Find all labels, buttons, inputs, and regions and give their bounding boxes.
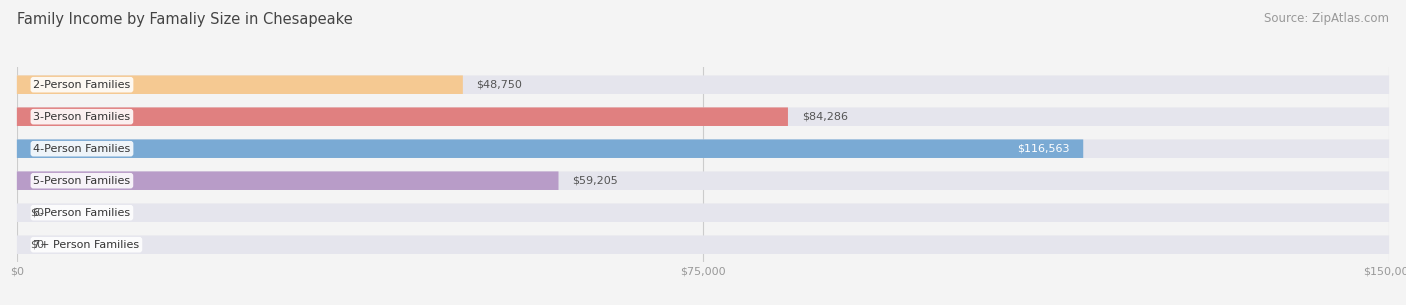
Text: 7+ Person Families: 7+ Person Families [34, 240, 139, 250]
FancyBboxPatch shape [17, 107, 787, 126]
FancyBboxPatch shape [17, 107, 1389, 126]
FancyBboxPatch shape [17, 171, 558, 190]
FancyBboxPatch shape [17, 203, 1389, 222]
Text: $59,205: $59,205 [572, 176, 619, 186]
Text: $0: $0 [31, 240, 45, 250]
FancyBboxPatch shape [17, 171, 1389, 190]
Text: Source: ZipAtlas.com: Source: ZipAtlas.com [1264, 12, 1389, 25]
FancyBboxPatch shape [17, 235, 1389, 254]
Text: 3-Person Families: 3-Person Families [34, 112, 131, 122]
FancyBboxPatch shape [17, 139, 1389, 158]
Text: 2-Person Families: 2-Person Families [34, 80, 131, 90]
FancyBboxPatch shape [17, 75, 1389, 94]
Text: $0: $0 [31, 208, 45, 218]
Text: $48,750: $48,750 [477, 80, 523, 90]
FancyBboxPatch shape [17, 75, 463, 94]
Text: 4-Person Families: 4-Person Families [34, 144, 131, 154]
Text: 5-Person Families: 5-Person Families [34, 176, 131, 186]
Text: $84,286: $84,286 [801, 112, 848, 122]
FancyBboxPatch shape [17, 139, 1083, 158]
Text: $116,563: $116,563 [1017, 144, 1070, 154]
Text: Family Income by Famaliy Size in Chesapeake: Family Income by Famaliy Size in Chesape… [17, 12, 353, 27]
Text: 6-Person Families: 6-Person Families [34, 208, 131, 218]
